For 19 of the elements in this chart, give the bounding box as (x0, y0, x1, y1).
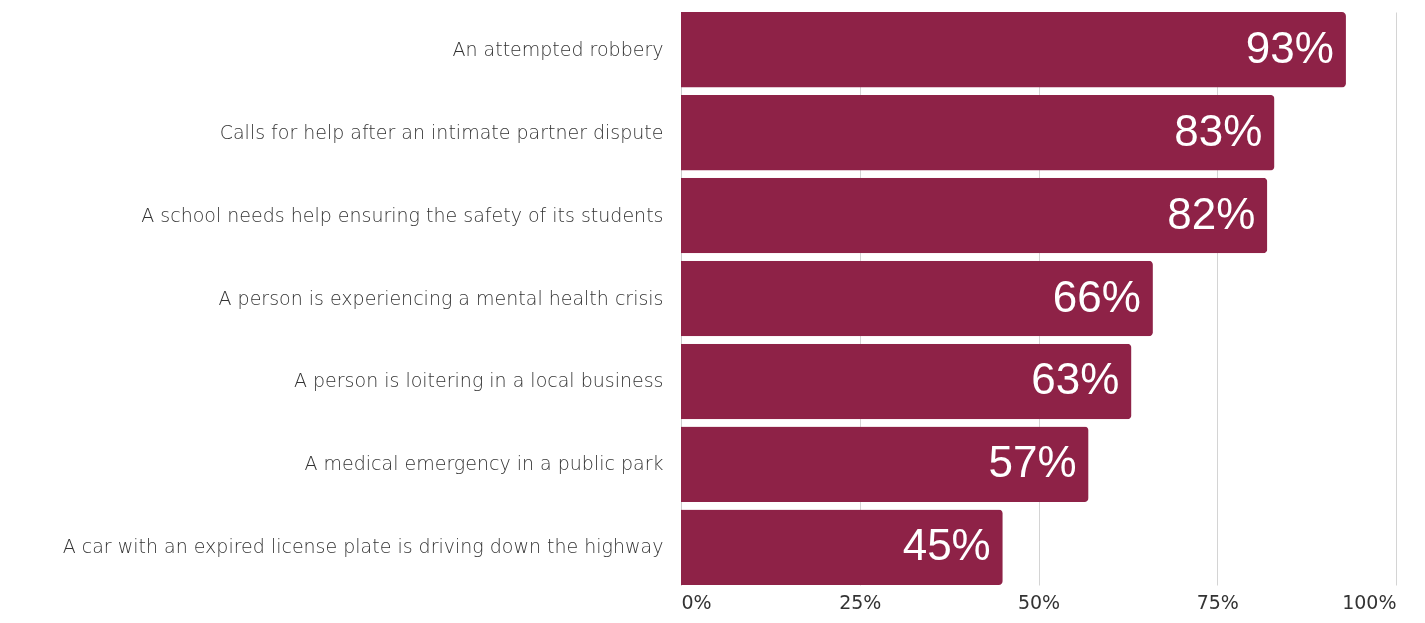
data-label: 83% (1174, 105, 1263, 155)
x-tick-label: 25% (839, 590, 882, 613)
data-label: 66% (1052, 271, 1141, 321)
y-tick-label: A medical emergency in a public park (304, 452, 664, 475)
y-tick-label: A car with an expired license plate is driving down the highway (62, 535, 664, 558)
y-tick-label: A person is loitering in a local business (294, 369, 664, 392)
data-label: 82% (1167, 188, 1256, 238)
y-tick-label: A school needs help ensuring the safety of its students (141, 203, 664, 226)
y-tick-label: Calls for help after an intimate partner dispute (219, 120, 664, 143)
data-label: 57% (988, 437, 1077, 487)
x-tick-label: 0% (681, 590, 712, 613)
data-label: 63% (1031, 354, 1120, 404)
data-label: 45% (902, 520, 991, 570)
data-label: 93% (1245, 22, 1334, 72)
y-tick-label: A person is experiencing a mental health crisis (218, 286, 664, 309)
x-tick-label: 100% (1342, 590, 1397, 613)
y-tick-label: An attempted robbery (452, 37, 664, 60)
x-tick-label: 75% (1196, 590, 1239, 613)
x-tick-label: 50% (1017, 590, 1061, 613)
